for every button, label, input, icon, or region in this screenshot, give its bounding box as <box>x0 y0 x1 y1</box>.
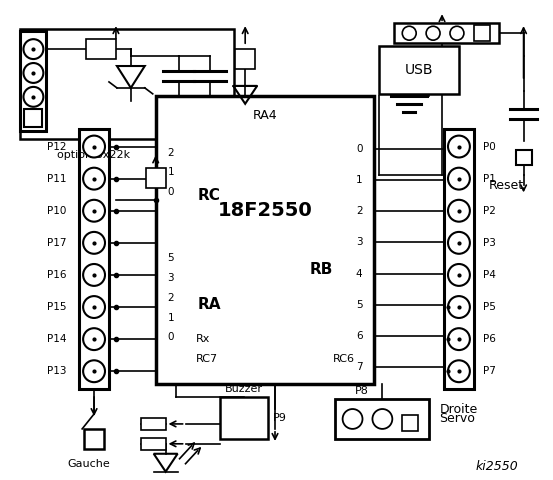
Text: RA4: RA4 <box>253 109 278 122</box>
Text: 1: 1 <box>168 312 174 323</box>
Text: P14: P14 <box>46 334 66 344</box>
Circle shape <box>83 296 105 318</box>
Circle shape <box>448 264 470 286</box>
Circle shape <box>450 26 464 40</box>
Bar <box>141 418 166 430</box>
Circle shape <box>23 39 43 59</box>
Circle shape <box>23 63 43 83</box>
Circle shape <box>83 200 105 222</box>
Text: Gauche: Gauche <box>67 459 111 468</box>
Bar <box>335 399 429 439</box>
Text: RB: RB <box>309 263 333 277</box>
Bar <box>235 49 255 69</box>
Bar <box>146 168 166 188</box>
Text: Servo: Servo <box>439 412 475 425</box>
Text: 4: 4 <box>356 268 363 278</box>
Circle shape <box>448 328 470 350</box>
Text: P9: P9 <box>273 413 287 423</box>
Text: P6: P6 <box>483 334 495 344</box>
Text: Rx: Rx <box>195 335 210 345</box>
Text: option 8x22k: option 8x22k <box>58 151 131 160</box>
Text: P0: P0 <box>483 142 495 152</box>
Text: RC: RC <box>197 188 220 203</box>
Text: P7: P7 <box>483 366 495 376</box>
Text: 3: 3 <box>356 237 363 247</box>
Text: 2: 2 <box>168 147 174 157</box>
Bar <box>515 150 531 166</box>
Text: 0: 0 <box>356 144 363 154</box>
Circle shape <box>23 87 43 107</box>
Text: 1: 1 <box>168 168 174 178</box>
Circle shape <box>372 409 392 429</box>
Bar <box>84 429 104 449</box>
Bar <box>220 397 268 439</box>
Bar <box>79 129 109 389</box>
Text: P16: P16 <box>46 270 66 280</box>
Text: 3: 3 <box>168 273 174 283</box>
Text: P10: P10 <box>47 206 66 216</box>
Text: P2: P2 <box>483 206 495 216</box>
Circle shape <box>448 200 470 222</box>
Text: 5: 5 <box>356 300 363 310</box>
Text: P1: P1 <box>483 174 495 184</box>
Text: 1: 1 <box>356 175 363 185</box>
Circle shape <box>448 360 470 382</box>
Text: 7: 7 <box>356 362 363 372</box>
Circle shape <box>448 296 470 318</box>
Circle shape <box>83 136 105 157</box>
Circle shape <box>83 168 105 190</box>
Text: P17: P17 <box>46 238 66 248</box>
Text: 5: 5 <box>168 253 174 263</box>
Bar <box>156 96 374 384</box>
Text: 0: 0 <box>168 187 174 197</box>
Bar <box>20 29 234 139</box>
Circle shape <box>343 409 363 429</box>
Text: Buzzer: Buzzer <box>225 384 263 394</box>
Text: 2: 2 <box>168 293 174 303</box>
Bar <box>474 25 490 41</box>
Circle shape <box>426 26 440 40</box>
Bar <box>86 39 116 59</box>
Circle shape <box>448 232 470 254</box>
Text: Droite: Droite <box>440 403 478 416</box>
Circle shape <box>83 264 105 286</box>
Text: 0: 0 <box>168 333 174 342</box>
Text: P8: P8 <box>355 386 369 396</box>
Text: USB: USB <box>405 63 434 77</box>
Text: P15: P15 <box>46 302 66 312</box>
Circle shape <box>83 360 105 382</box>
Circle shape <box>83 328 105 350</box>
Circle shape <box>448 168 470 190</box>
Text: P5: P5 <box>483 302 495 312</box>
Text: RA: RA <box>197 297 221 312</box>
Text: RC6: RC6 <box>332 354 354 364</box>
Bar <box>402 415 418 431</box>
Bar <box>20 31 46 131</box>
Text: 6: 6 <box>356 331 363 341</box>
Text: 18F2550: 18F2550 <box>218 201 312 220</box>
Bar <box>394 23 499 43</box>
Text: RC7: RC7 <box>195 354 217 364</box>
Text: 2: 2 <box>356 206 363 216</box>
Text: P3: P3 <box>483 238 495 248</box>
Bar <box>24 109 43 127</box>
Text: Reset: Reset <box>489 179 524 192</box>
Circle shape <box>402 26 416 40</box>
Text: P12: P12 <box>46 142 66 152</box>
Bar <box>444 129 474 389</box>
Circle shape <box>448 136 470 157</box>
Text: ki2550: ki2550 <box>476 460 519 473</box>
Bar <box>379 46 459 94</box>
Circle shape <box>83 232 105 254</box>
Bar <box>141 438 166 450</box>
Text: P13: P13 <box>46 366 66 376</box>
Text: P4: P4 <box>483 270 495 280</box>
Text: P11: P11 <box>46 174 66 184</box>
